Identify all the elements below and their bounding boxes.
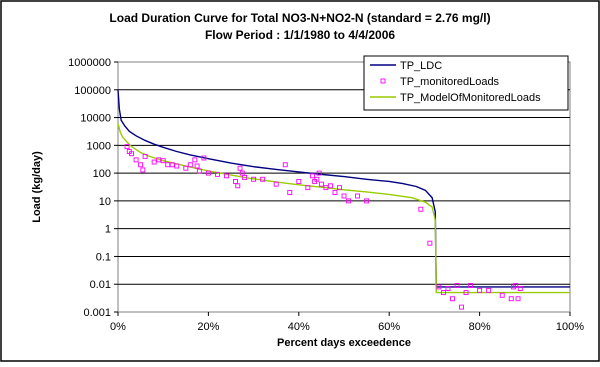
x-axis-ticks: 0% 20% 40% 60% 80% 100% [110,312,584,333]
data-point [477,287,483,293]
data-point [235,183,241,189]
chart-subtitle: Flow Period : 1/1/1980 to 4/4/2006 [205,28,395,42]
data-point [513,283,519,288]
data-point [192,157,198,163]
y-axis-label: Load (kg/day) [31,151,43,223]
y-tick-label: 10 [99,196,111,208]
data-point [515,296,521,302]
data-point [151,159,157,165]
data-point [174,163,180,169]
data-point [169,162,175,168]
legend-swatch [380,78,386,84]
data-point [459,304,464,310]
data-point [468,283,474,288]
data-point [260,176,266,182]
data-point [224,173,229,179]
y-tick-label: 0.001 [83,307,111,319]
data-point [196,168,202,174]
data-point [517,286,523,291]
y-tick-label: 100000 [74,85,111,97]
legend-label: TP_LDC [400,60,442,72]
data-point [138,162,144,168]
data-point [187,162,193,168]
y-tick-label: 0.01 [90,279,111,291]
data-point [201,155,207,161]
data-point [282,162,288,168]
data-point [156,157,162,163]
data-point [327,183,333,189]
data-point [355,193,361,199]
series-line-tp-modelofmonitoredloads [117,123,570,294]
x-axis-label: Percent days exceedence [277,337,411,349]
data-point [364,198,370,204]
chart-title: Load Duration Curve for Total NO3-N+NO2-… [109,11,490,25]
legend: TP_LDC TP_monitoredLoads TP_ModelOfMonitor… [363,55,569,111]
data-point [296,179,302,184]
data-point [316,170,322,176]
data-point [341,193,347,199]
data-point [463,290,469,296]
y-tick-label: 10000 [80,113,111,125]
data-point [346,198,351,204]
x-tick-label: 80% [469,321,491,333]
data-point [436,284,442,290]
data-point [273,181,279,187]
data-point [205,170,211,176]
data-point [450,296,455,302]
y-tick-label: 1 [105,224,111,236]
series-lines [117,89,570,294]
data-point [323,185,329,191]
data-point [142,153,148,159]
data-point [499,292,505,298]
x-tick-label: 100% [556,321,584,333]
data-point [165,162,171,168]
data-point [287,190,293,195]
data-point [314,176,320,182]
data-point [418,206,424,212]
legend-label: TP_ModelOfMonitoredLoads [400,92,541,104]
data-point [337,185,342,191]
data-point [242,174,248,180]
x-tick-label: 40% [288,321,310,333]
data-point [133,157,139,163]
data-point [194,163,200,169]
data-point [454,283,460,288]
data-point [440,290,446,296]
data-point [160,158,166,164]
x-tick-label: 60% [378,321,400,333]
legend-label: TP_monitoredLoads [400,76,500,88]
data-point [486,287,492,293]
data-point [427,240,433,246]
data-point [508,296,514,302]
data-point [214,171,220,177]
data-point [237,165,243,171]
data-point [305,185,311,191]
y-tick-label: 100 [93,168,111,180]
y-tick-label: 0.1 [96,251,111,263]
data-point [332,190,338,195]
data-point [140,167,146,173]
data-point [445,286,451,291]
legend-box [363,55,569,111]
data-point [309,173,315,179]
data-point [183,165,189,171]
data-point [318,181,324,187]
data-point [124,144,130,150]
x-tick-label: 20% [197,321,219,333]
x-tick-label: 0% [110,321,126,333]
data-point [251,176,257,182]
y-tick-label: 1000000 [68,57,111,69]
y-tick-label: 1000 [87,140,111,152]
series-points [124,144,523,310]
data-point [129,151,135,157]
y-axis-ticks: 0.001 0.01 0.1 1 10 100 1000 10000 100000 1000000 [68,57,118,319]
